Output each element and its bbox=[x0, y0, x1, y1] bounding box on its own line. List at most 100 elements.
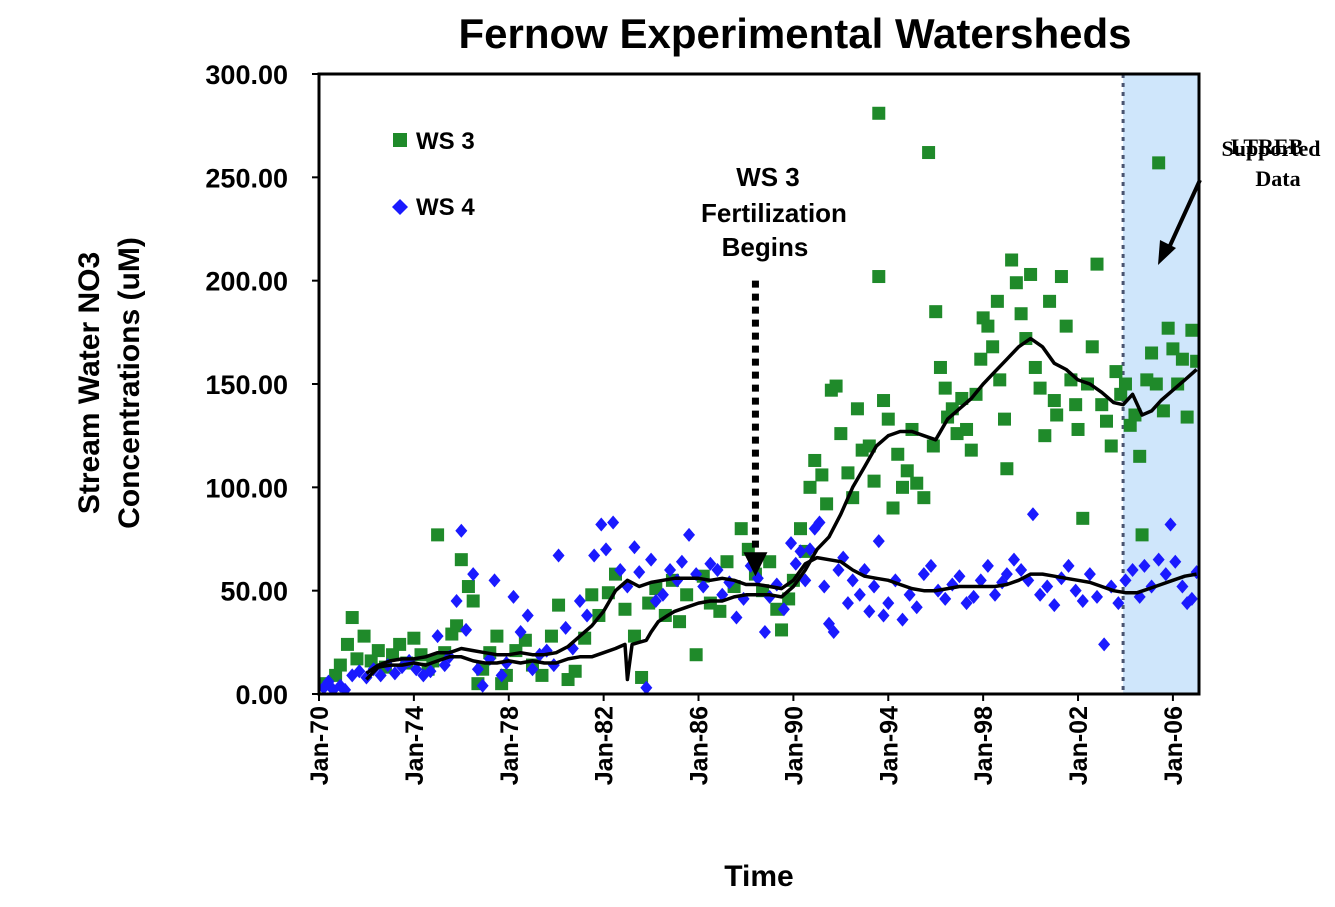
ws3-data-point bbox=[872, 270, 886, 284]
ws3-data-point bbox=[371, 644, 385, 658]
ws3-data-point bbox=[568, 664, 582, 678]
ws4-data-point bbox=[547, 658, 560, 673]
ws3-data-point bbox=[431, 528, 445, 542]
ws3-data-point bbox=[713, 604, 727, 618]
ws4-data-point bbox=[939, 591, 952, 606]
ws4-data-point bbox=[460, 622, 473, 637]
ws3-data-point bbox=[357, 629, 371, 643]
ws4-data-point bbox=[803, 542, 816, 557]
y-tick-label: 50.00 bbox=[220, 577, 288, 607]
ltreb-annotation: LTREB Supported Data bbox=[1158, 134, 1321, 265]
ws3-data-point bbox=[981, 319, 995, 333]
ws4-data-point bbox=[1076, 594, 1089, 608]
ws3-data-point bbox=[900, 464, 914, 478]
ws3-data-point bbox=[896, 480, 910, 494]
ws3-data-point bbox=[775, 623, 789, 637]
ws3-data-point bbox=[450, 619, 464, 633]
legend-ws3-label: WS 3 bbox=[416, 128, 475, 155]
ws3-data-point bbox=[829, 379, 843, 393]
ws3-data-point bbox=[933, 360, 947, 374]
ws4-data-point bbox=[730, 610, 743, 625]
ws3-data-point bbox=[1005, 253, 1019, 267]
ws4-data-point bbox=[777, 602, 790, 617]
ws4-data-point bbox=[711, 563, 724, 577]
ws4-data-point bbox=[974, 573, 987, 588]
ws3-data-point bbox=[673, 615, 687, 629]
ws4-data-point bbox=[953, 569, 966, 584]
ws3-data-point bbox=[350, 652, 364, 666]
ws3-data-point bbox=[1069, 398, 1083, 412]
legend: WS 3 WS 4 bbox=[392, 128, 475, 221]
ws4-data-point bbox=[595, 517, 608, 532]
ws4-data-point bbox=[374, 668, 387, 683]
ws3-data-point bbox=[763, 555, 777, 569]
ws4-data-point bbox=[476, 678, 489, 693]
x-tick-label: Jan-78 bbox=[496, 706, 524, 785]
ws4-data-point bbox=[1007, 552, 1020, 567]
ws4-data-point bbox=[656, 587, 669, 602]
ws3-data-point bbox=[386, 648, 400, 662]
ltreb-arrow-head bbox=[1158, 240, 1176, 265]
ws3-data-point bbox=[1185, 323, 1199, 337]
ws4-data-point bbox=[683, 527, 696, 542]
ws3-data-point bbox=[990, 294, 1004, 308]
ws3-data-point bbox=[1099, 414, 1113, 428]
ws4-data-point bbox=[1015, 563, 1028, 577]
ws3-data-point bbox=[1156, 404, 1170, 418]
ws4-data-point bbox=[600, 542, 613, 557]
ws3-data-point bbox=[922, 146, 936, 160]
ws4-trend-line bbox=[365, 555, 1197, 675]
ws4-data-point bbox=[868, 579, 881, 594]
ws3-data-point bbox=[1014, 307, 1028, 321]
ws3-data-point bbox=[1128, 408, 1142, 422]
ws3-data-point bbox=[407, 631, 421, 645]
ws3-data-point bbox=[1000, 462, 1014, 476]
y-tick-label: 200.00 bbox=[205, 267, 288, 297]
ws3-data-point bbox=[917, 491, 931, 505]
ws4-data-point bbox=[1112, 596, 1125, 611]
ws4-data-point bbox=[1190, 565, 1199, 580]
ws3-data-point bbox=[627, 629, 641, 643]
ws4-data-point bbox=[917, 567, 930, 582]
ws4-data-point bbox=[1159, 567, 1172, 582]
ws4-data-point bbox=[1034, 587, 1047, 602]
x-tick-label: Jan-82 bbox=[591, 706, 619, 785]
y-axis-title-line-1: Stream Water NO3 bbox=[73, 252, 106, 514]
ws3-data-point bbox=[490, 629, 504, 643]
ws4-data-point bbox=[877, 608, 890, 623]
ws3-data-point bbox=[1024, 267, 1038, 281]
ws4-data-point bbox=[526, 662, 539, 677]
ws3-data-point bbox=[1133, 449, 1147, 463]
ws3-data-point bbox=[1095, 398, 1109, 412]
fertilization-label-line-1: WS 3 bbox=[736, 162, 800, 192]
fertilization-label-line-2: Fertilization bbox=[701, 198, 847, 228]
x-tick-label: Jan-74 bbox=[401, 706, 429, 785]
ws4-data-point bbox=[1185, 591, 1198, 606]
ws3-data-point bbox=[1043, 294, 1057, 308]
ws3-data-point bbox=[926, 439, 940, 453]
ws3-data-point bbox=[938, 381, 952, 395]
x-tick-label: Jan-02 bbox=[1065, 706, 1093, 785]
ws3-data-point bbox=[986, 340, 1000, 354]
ws4-data-point bbox=[697, 579, 710, 594]
ws4-data-point bbox=[431, 629, 444, 644]
ltreb-label-line-1: LTREB bbox=[1231, 134, 1304, 159]
ws4-data-point bbox=[514, 625, 527, 639]
ws3-data-point bbox=[1038, 429, 1052, 443]
ws4-data-point bbox=[588, 548, 601, 563]
ws4-data-point bbox=[450, 594, 463, 608]
ws3-data-point bbox=[649, 582, 663, 596]
ws3-data-point bbox=[1059, 319, 1073, 333]
trend-layer bbox=[365, 336, 1198, 682]
ws3-data-point bbox=[1076, 511, 1090, 525]
ws4-data-point bbox=[645, 552, 658, 567]
ltreb-label-line-3: Data bbox=[1255, 166, 1300, 191]
ws4-data-point bbox=[903, 587, 916, 602]
x-tick-label: Jan-98 bbox=[970, 706, 998, 785]
ws3-data-point bbox=[820, 497, 834, 511]
ws4-data-point bbox=[967, 589, 980, 604]
ws3-data-point bbox=[461, 580, 475, 594]
y-tick-label: 150.00 bbox=[205, 370, 288, 400]
ws3-data-point bbox=[618, 602, 632, 616]
